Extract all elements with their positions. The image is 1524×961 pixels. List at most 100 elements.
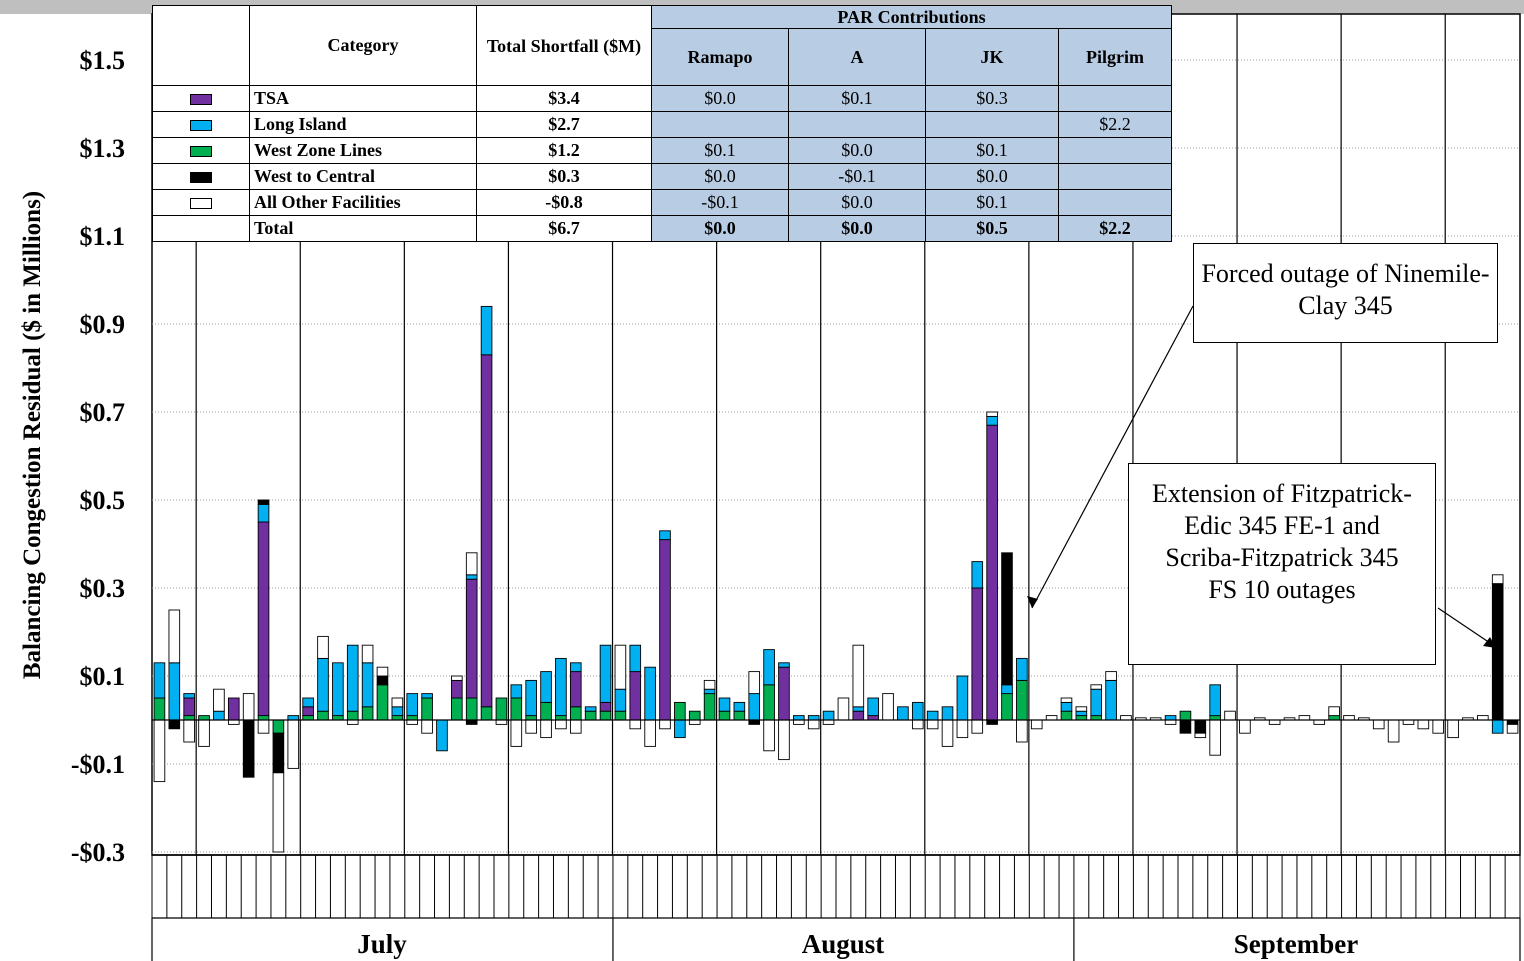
bar-segment-all-other-facilities	[213, 688, 225, 712]
bar-segment-west-zone-lines	[1060, 710, 1073, 721]
bar-segment-all-other-facilities	[986, 411, 998, 417]
row-category: West to Central	[249, 163, 477, 190]
bar-segment-all-other-facilities	[317, 635, 329, 659]
bar-segment-long-island	[332, 662, 344, 717]
bar-segment-tsa	[183, 697, 195, 717]
bar-segment-tsa	[257, 521, 270, 717]
bar-segment-long-island	[1209, 684, 1221, 717]
bar-segment-long-island	[926, 710, 939, 721]
bar-segment-all-other-facilities	[153, 719, 166, 783]
month-label-september: September	[1234, 929, 1358, 959]
row-a: $0.1	[788, 85, 926, 112]
bar-segment-all-other-facilities	[688, 719, 701, 725]
bar-segment-long-island	[480, 305, 493, 356]
bar-segment-long-island	[629, 644, 642, 673]
row-jk: $0.1	[925, 189, 1059, 216]
bar-segment-all-other-facilities	[1239, 719, 1251, 734]
bar-segment-all-other-facilities	[287, 719, 300, 769]
bar-segment-tsa	[852, 710, 865, 721]
bar-segment-all-other-facilities	[1120, 715, 1132, 721]
bar-segment-long-island	[674, 719, 686, 739]
bar-segment-long-island	[778, 662, 790, 668]
y-tick-label: $0.5	[80, 486, 126, 515]
bar-segment-tsa	[986, 424, 998, 721]
bar-segment-all-other-facilities	[168, 609, 181, 664]
y-tick-label: -$0.3	[71, 838, 125, 867]
bar-segment-west-zone-lines	[495, 697, 508, 721]
bar-segment-all-other-facilities	[1090, 684, 1103, 690]
total-pilgrim: $2.2	[1058, 215, 1172, 242]
y-tick-label: -$0.1	[71, 750, 125, 779]
header-pilgrim: Pilgrim	[1058, 28, 1172, 86]
row-category: Long Island	[249, 111, 477, 138]
legend-swatch-tsa	[152, 85, 250, 112]
bar-segment-all-other-facilities	[956, 719, 969, 739]
bar-segment-tsa	[465, 578, 478, 699]
bar-segment-all-other-facilities	[183, 719, 195, 743]
row-jk	[925, 111, 1059, 138]
bar-segment-long-island	[718, 697, 731, 712]
bar-segment-all-other-facilities	[926, 719, 939, 730]
bar-segment-long-island	[986, 415, 998, 426]
bar-segment-all-other-facilities	[510, 719, 523, 747]
bar-segment-long-island	[168, 662, 181, 721]
bar-segment-long-island	[436, 719, 448, 752]
row-pilgrim	[1058, 85, 1172, 112]
bar-segment-all-other-facilities	[421, 719, 433, 734]
summary-table: Category Total Shortfall ($M) PAR Contri…	[152, 5, 1172, 242]
bar-segment-long-island	[956, 675, 969, 721]
row-jk: $0.3	[925, 85, 1059, 112]
header-par-contributions: PAR Contributions	[651, 5, 1172, 29]
bar-segment-all-other-facilities	[763, 719, 775, 752]
bar-segment-tsa	[599, 701, 612, 712]
table-row: TSA $3.4 $0.0 $0.1 $0.3	[152, 85, 1172, 112]
table-total-row: Total $6.7 $0.0 $0.0 $0.5 $2.2	[152, 215, 1172, 242]
bar-segment-all-other-facilities	[1298, 715, 1311, 721]
bar-segment-long-island	[1491, 719, 1504, 734]
bar-segment-all-other-facilities	[1268, 719, 1281, 725]
bar-segment-all-other-facilities	[614, 644, 627, 690]
bar-segment-long-island	[584, 706, 597, 712]
bar-segment-all-other-facilities	[703, 679, 716, 690]
bar-segment-long-island	[807, 715, 820, 721]
bar-segment-west-to-central	[1001, 552, 1013, 686]
bar-segment-all-other-facilities	[1402, 719, 1415, 725]
bar-segment-west-zone-lines	[1179, 710, 1192, 721]
y-tick-label: $0.9	[80, 310, 126, 339]
bar-segment-west-zone-lines	[733, 710, 746, 721]
bar-segment-all-other-facilities	[1417, 719, 1430, 730]
bar-segment-west-to-central	[257, 499, 270, 505]
bar-segment-long-island	[1075, 710, 1088, 717]
bar-segment-all-other-facilities	[406, 719, 419, 725]
bar-segment-long-island	[703, 688, 716, 695]
bar-segment-west-zone-lines	[361, 706, 374, 721]
annotation-extension-outages: Extension of Fitzpatrick-Edic 345 FE-1 a…	[1128, 463, 1436, 665]
total-swatch-cell	[152, 215, 250, 242]
bar-segment-tsa	[971, 587, 984, 721]
bar-segment-west-zone-lines	[614, 710, 627, 721]
bar-segment-long-island	[911, 701, 924, 721]
bar-segment-long-island	[852, 706, 865, 712]
bar-segment-all-other-facilities	[1477, 715, 1489, 721]
bar-segment-west-zone-lines	[763, 684, 775, 721]
bar-segment-tsa	[629, 671, 642, 721]
table-row: Long Island $2.7 $2.2	[152, 111, 1172, 138]
row-a	[788, 111, 926, 138]
y-axis-label: Balancing Congestion Residual ($ in Mill…	[19, 191, 46, 679]
bar-segment-west-zone-lines	[599, 710, 612, 721]
bar-segment-all-other-facilities	[1491, 574, 1504, 585]
bar-segment-tsa	[659, 539, 671, 721]
bars	[153, 305, 1519, 853]
legend-swatch-west-to-central	[152, 163, 250, 190]
bar-segment-west-zone-lines	[465, 697, 478, 721]
row-pilgrim	[1058, 163, 1172, 190]
row-total: $0.3	[476, 163, 652, 190]
bar-segment-west-zone-lines	[1209, 715, 1221, 721]
table-row: All Other Facilities -$0.8 -$0.1 $0.0 $0…	[152, 189, 1172, 216]
table-row: West to Central $0.3 $0.0 -$0.1 $0.0	[152, 163, 1172, 190]
bar-segment-long-island	[1164, 715, 1177, 721]
row-total: $2.7	[476, 111, 652, 138]
bar-segment-all-other-facilities	[941, 719, 954, 747]
row-pilgrim	[1058, 189, 1172, 216]
bar-segment-long-island	[153, 662, 166, 699]
